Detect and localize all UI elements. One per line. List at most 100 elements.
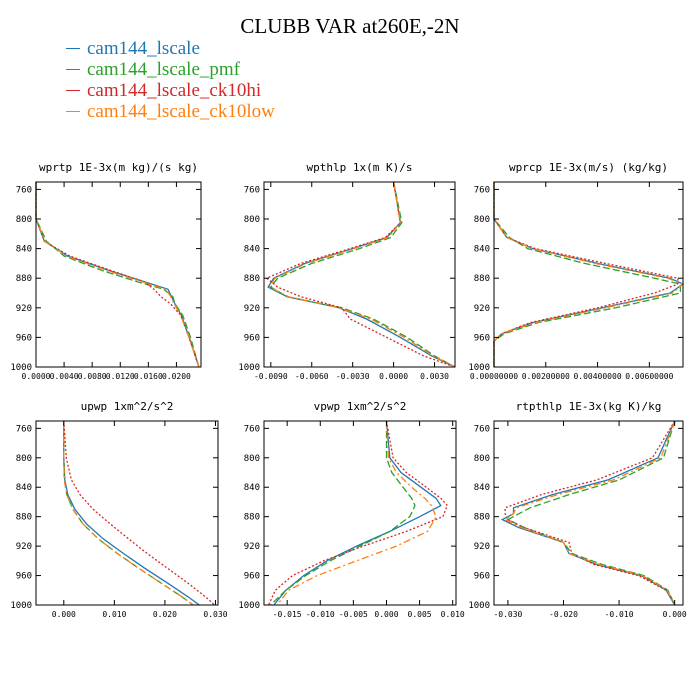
legend-swatch — [66, 48, 80, 49]
panel-2: wpthlp 1x(m K)/s7608008408809209601000-0… — [238, 161, 456, 381]
series-line-cam144_lscale_ck10low — [276, 420, 437, 606]
legend-label: cam144_lscale_ck10low — [87, 101, 275, 122]
y-tick-label: 880 — [16, 274, 32, 284]
y-tick-label: 800 — [244, 215, 260, 225]
y-tick-label: 1000 — [10, 601, 32, 611]
x-tick-label: -0.010 — [306, 610, 335, 619]
y-tick-label: 960 — [16, 572, 32, 582]
y-tick-label: 840 — [474, 483, 490, 493]
x-tick-label: 0.000 — [52, 610, 76, 619]
y-tick-label: 840 — [16, 483, 32, 493]
y-tick-label: 920 — [244, 542, 260, 552]
y-tick-label: 800 — [16, 454, 32, 464]
x-tick-label: 0.0080 — [78, 372, 107, 381]
y-tick-label: 760 — [474, 185, 490, 195]
x-tick-label: 0.030 — [203, 610, 227, 619]
x-tick-label: -0.015 — [273, 610, 302, 619]
plot-frame — [493, 420, 684, 606]
y-tick-label: 960 — [474, 333, 490, 343]
panel-title: wprtp 1E-3x(m kg)/(s kg) — [39, 161, 198, 174]
y-tick-label: 1000 — [468, 601, 490, 611]
x-tick-label: 0.00000000 — [470, 372, 518, 381]
series-line-cam144_lscale — [273, 420, 442, 606]
panel-1: wprtp 1E-3x(m kg)/(s kg) 760 800 840 880 920 9… — [10, 161, 202, 381]
series-line-cam144_lscale_ck10hi — [63, 420, 215, 606]
series-line-cam144_lscale — [493, 182, 685, 367]
legend-item-cam144-lscale-pmf: cam144_lscale_pmf — [66, 59, 275, 80]
series-line-cam144_lscale_ck10hi — [504, 420, 676, 606]
y-tick-label: 1000 — [468, 363, 490, 373]
y-tick-label: 880 — [16, 513, 32, 523]
x-tick-label: 0.010 — [102, 610, 126, 619]
panel-title: wpthlp 1x(m K)/s — [307, 161, 413, 174]
y-tick-label: 1000 — [238, 363, 260, 373]
legend: cam144_lscale cam144_lscale_pmf cam144_l… — [66, 38, 275, 122]
y-tick-label: 800 — [474, 454, 490, 464]
y-tick-label: 800 — [244, 454, 260, 464]
chart-title: CLUBB VAR at260E,-2N — [240, 14, 460, 38]
y-tick-label: 1000 — [10, 363, 32, 373]
y-tick-label: 800 — [16, 215, 32, 225]
y-tick-label: 840 — [244, 483, 260, 493]
x-tick-label: 0.00200000 — [522, 372, 570, 381]
series-line-cam144_lscale_ck10hi — [265, 181, 456, 368]
y-tick-label: 840 — [244, 245, 260, 255]
x-tick-label: 0.0000 — [22, 372, 51, 381]
y-tick-label: 760 — [16, 424, 32, 434]
x-tick-label: 0.020 — [153, 610, 177, 619]
y-tick-label: 960 — [244, 333, 260, 343]
legend-label: cam144_lscale — [87, 38, 200, 59]
legend-label: cam144_lscale_pmf — [87, 59, 241, 80]
y-tick-label: 920 — [474, 542, 490, 552]
series-line-cam144_lscale_pmf — [506, 420, 676, 606]
x-tick-label: -0.0060 — [295, 372, 329, 381]
legend-swatch — [66, 69, 80, 70]
plot-frame — [263, 181, 456, 368]
x-tick-label: 0.000 — [374, 610, 398, 619]
plot-frame — [493, 181, 684, 368]
x-tick-label: 0.010 — [441, 610, 465, 619]
x-tick-label: -0.0030 — [336, 372, 370, 381]
plot-frame — [35, 181, 202, 368]
y-tick-label: 920 — [16, 304, 32, 314]
series-line-cam144_lscale — [267, 181, 456, 368]
series-line-cam144_lscale_ck10low — [63, 421, 194, 606]
y-tick-label: 880 — [474, 513, 490, 523]
series-line-cam144_lscale_ck10low — [503, 420, 676, 606]
plot-frame — [35, 420, 219, 606]
panel-title: wprcp 1E-3x(m/s) (kg/kg) — [509, 161, 668, 174]
series-line-cam144_lscale_ck10hi — [268, 420, 449, 606]
panel-4: upwp 1xm^2/s^2 760 800 840 880 920 960 1000 0.00… — [10, 400, 227, 619]
x-tick-label: -0.010 — [605, 610, 634, 619]
panel-5: vpwp 1xm^2/s^2 760 800 840 880 920 960 1000 -0.0… — [238, 400, 465, 619]
legend-item-cam144-lscale-ck10hi: cam144_lscale_ck10hi — [66, 80, 275, 101]
y-tick-label: 760 — [244, 424, 260, 434]
x-tick-label: 0.0040 — [50, 372, 79, 381]
legend-label: cam144_lscale_ck10hi — [87, 80, 262, 101]
y-tick-label: 920 — [16, 542, 32, 552]
y-tick-label: 840 — [474, 245, 490, 255]
y-tick-label: 800 — [474, 215, 490, 225]
panel-title: rtpthlp 1E-3x(kg K)/kg — [516, 400, 662, 413]
x-tick-label: -0.0090 — [254, 372, 288, 381]
y-tick-label: 920 — [244, 304, 260, 314]
panel-6: rtpthlp 1E-3x(kg K)/kg 760 800 840 880 920 960… — [468, 400, 687, 619]
series-line-cam144_lscale_ck10low — [268, 181, 456, 368]
series-line-cam144_lscale — [500, 420, 676, 606]
x-tick-label: 0.005 — [408, 610, 432, 619]
y-tick-label: 920 — [474, 304, 490, 314]
panel-title: upwp 1xm^2/s^2 — [81, 400, 174, 413]
legend-item-cam144-lscale-ck10low: cam144_lscale_ck10low — [66, 101, 275, 122]
x-tick-label: -0.020 — [549, 610, 578, 619]
legend-item-cam144-lscale: cam144_lscale — [66, 38, 275, 59]
panel-title: vpwp 1xm^2/s^2 — [314, 400, 407, 413]
panel-3: wprcp 1E-3x(m/s) (kg/kg) 760 800 840 880 920 9… — [468, 161, 685, 381]
y-tick-label: 760 — [16, 185, 32, 195]
series-line-cam144_lscale_pmf — [63, 421, 194, 606]
x-tick-label: 0.000 — [663, 610, 687, 619]
series-line-cam144_lscale_pmf — [270, 421, 416, 606]
y-tick-label: 840 — [16, 245, 32, 255]
series-line-cam144_lscale_pmf — [269, 181, 456, 368]
y-tick-label: 880 — [244, 513, 260, 523]
